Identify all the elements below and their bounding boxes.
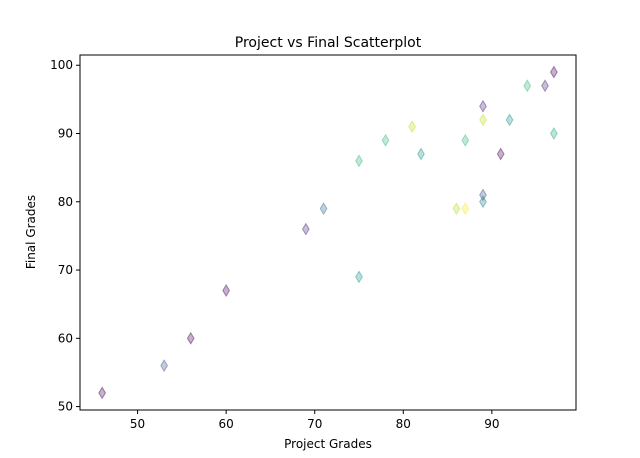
data-point-13 [461, 133, 470, 147]
y-tick-label-50: 50 [58, 400, 73, 414]
y-tick-label-80: 80 [58, 195, 73, 209]
y-axis: 50 60 70 80 90 100 [50, 58, 80, 414]
x-tick-label-80: 80 [396, 417, 411, 431]
data-point-12 [461, 202, 470, 216]
y-tick-label-70: 70 [58, 263, 73, 277]
data-point-17 [479, 195, 487, 209]
data-point-6 [355, 270, 363, 284]
data-point-4 [301, 222, 310, 236]
data-point-9 [408, 120, 417, 134]
data-point-1 [160, 359, 169, 373]
data-point-11 [452, 202, 461, 216]
data-point-10 [417, 147, 425, 161]
data-point-7 [355, 154, 363, 168]
data-point-5 [319, 202, 328, 216]
points-layer [98, 65, 558, 400]
y-tick-label-60: 60 [58, 331, 73, 345]
chart-title: Project vs Final Scatterplot [235, 35, 422, 51]
data-point-19 [505, 113, 514, 127]
data-point-22 [549, 65, 558, 79]
data-point-21 [541, 79, 549, 93]
data-point-14 [479, 99, 487, 113]
y-tick-label-90: 90 [58, 127, 73, 141]
data-point-0 [98, 386, 107, 400]
x-tick-label-70: 70 [307, 417, 322, 431]
data-point-20 [523, 79, 532, 93]
data-point-15 [479, 113, 487, 127]
plot-frame [79, 54, 577, 411]
data-point-16 [479, 188, 487, 202]
y-axis-label: Final Grades [24, 195, 38, 269]
x-tick-label-50: 50 [130, 417, 145, 431]
data-point-8 [381, 133, 390, 147]
x-axis: 50 60 70 80 90 [130, 410, 499, 431]
x-tick-label-90: 90 [484, 417, 499, 431]
data-point-23 [549, 127, 558, 140]
data-point-2 [186, 331, 195, 345]
x-tick-label-60: 60 [219, 417, 234, 431]
y-tick-label-100: 100 [50, 58, 73, 72]
data-point-3 [222, 284, 231, 298]
data-point-18 [496, 147, 505, 161]
x-axis-label: Project Grades [284, 437, 372, 451]
